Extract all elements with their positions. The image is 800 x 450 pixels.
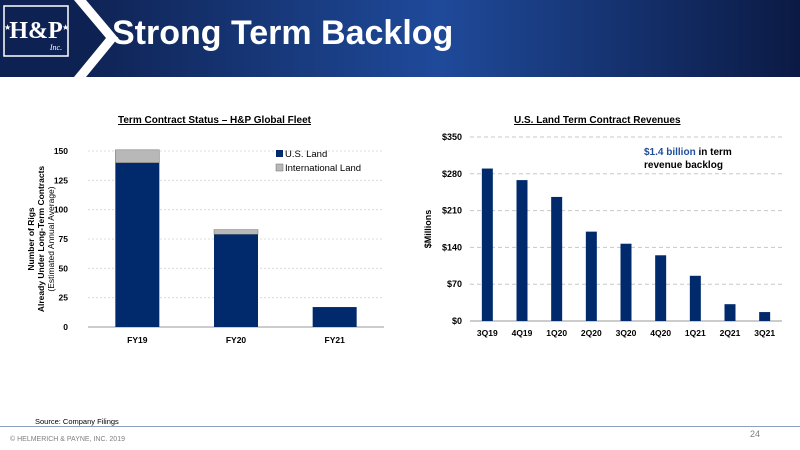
svg-text:★: ★	[4, 23, 11, 32]
source-note: Source: Company Filings	[35, 417, 119, 426]
bar-u-s-land	[214, 234, 258, 327]
y-tick-label: $280	[442, 169, 462, 179]
bar-u-s-land	[115, 162, 160, 327]
x-tick-label: FY19	[127, 335, 148, 345]
x-tick-label: 4Q19	[512, 328, 533, 338]
legend-label: U.S. Land	[285, 149, 327, 160]
bar-international-land	[115, 149, 160, 163]
y-tick-label: 25	[59, 293, 69, 303]
legend-swatch	[275, 163, 284, 172]
footer-divider	[0, 426, 800, 427]
y-tick-label: $350	[442, 132, 462, 142]
y-tick-label: 100	[54, 205, 68, 215]
x-tick-label: FY21	[325, 335, 346, 345]
x-tick-label: 3Q21	[754, 328, 775, 338]
x-tick-label: 4Q20	[650, 328, 671, 338]
header-chevron-white	[74, 0, 118, 77]
y-tick-label: $140	[442, 242, 462, 252]
bar-revenue	[551, 196, 563, 321]
annotation-line-1: $1.4 billion in term	[644, 147, 732, 158]
x-tick-label: 1Q21	[685, 328, 706, 338]
annotation-text: in term	[696, 147, 732, 158]
y-axis-label: Already Under Long-Term Contracts	[36, 166, 46, 313]
y-tick-label: 0	[63, 322, 68, 332]
svg-text:★: ★	[62, 23, 69, 32]
y-tick-label: 50	[59, 263, 69, 273]
bar-revenue	[481, 168, 493, 321]
right-chart-title: U.S. Land Term Contract Revenues	[514, 115, 681, 126]
bar-u-s-land	[312, 307, 357, 327]
y-axis-label: Number of Rigs	[26, 207, 36, 271]
svg-text:Inc.: Inc.	[49, 43, 62, 52]
bar-international-land	[213, 229, 259, 235]
header-banner: Strong Term Backlog H&P Inc. ★ ★	[0, 0, 800, 77]
page-number: 24	[749, 429, 760, 439]
y-tick-label: $210	[442, 206, 462, 216]
legend-label: International Land	[285, 163, 361, 174]
header-background	[0, 0, 800, 77]
x-tick-label: 1Q20	[546, 328, 567, 338]
x-tick-label: 2Q21	[720, 328, 741, 338]
slide-title: Strong Term Backlog	[112, 14, 454, 52]
bar-revenue	[585, 231, 597, 321]
copyright-text: © HELMERICH & PAYNE, INC. 2019	[10, 436, 125, 443]
annotation-highlight: $1.4 billion	[644, 147, 696, 158]
x-tick-label: 3Q19	[477, 328, 498, 338]
y-axis-label: (Estimated Annual Average)	[46, 186, 56, 291]
legend-swatch	[276, 150, 283, 157]
hp-logo: H&P Inc. ★ ★	[3, 5, 69, 57]
x-tick-label: FY20	[226, 335, 247, 345]
right-chart: $0 $70 $140 $210 $280 $350 3Q19 4Q19 1Q20 2Q20 3Q2…	[423, 132, 782, 338]
x-tick-label: 3Q20	[616, 328, 637, 338]
bar-revenue	[759, 312, 771, 321]
y-tick-label: $0	[452, 316, 462, 326]
header-chevron-dark	[0, 0, 106, 77]
bar-revenue	[689, 275, 701, 321]
x-tick-label: 2Q20	[581, 328, 602, 338]
y-tick-label: $70	[447, 279, 462, 289]
y-tick-label: 150	[54, 146, 68, 156]
bar-revenue	[620, 243, 632, 321]
bar-revenue	[655, 255, 667, 321]
left-chart: 0 25 50 75 100 125 150 FY19 FY20 FY21 U.S. Land Int…	[26, 146, 384, 345]
y-axis-label: $Millions	[423, 210, 433, 249]
bar-revenue	[516, 180, 528, 321]
svg-text:H&P: H&P	[9, 18, 62, 44]
y-tick-label: 75	[59, 234, 69, 244]
bar-revenue	[724, 304, 736, 321]
left-chart-title: Term Contract Status – H&P Global Fleet	[118, 115, 312, 126]
annotation-line-2: revenue backlog	[644, 160, 723, 171]
y-tick-label: 125	[54, 175, 68, 185]
